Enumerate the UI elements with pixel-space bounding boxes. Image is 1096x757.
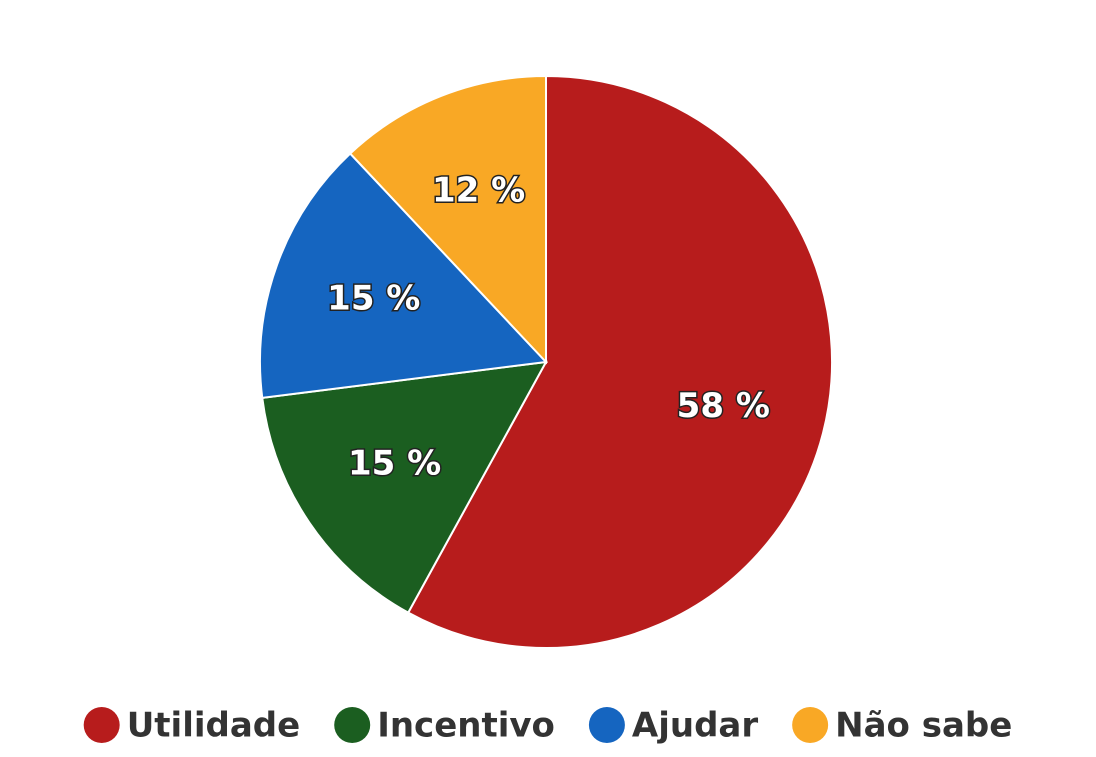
pie-slice	[406, 74, 833, 649]
pie-slice	[348, 74, 547, 365]
data-label: 12 %	[432, 170, 525, 210]
legend-label: Não sabe	[835, 706, 1012, 746]
legend-marker	[334, 707, 371, 743]
pie-slice	[261, 360, 548, 614]
data-label: 58 %	[677, 386, 770, 426]
legend-marker	[588, 707, 625, 743]
data-label: 15 %	[327, 278, 420, 318]
legend-label: Ajudar	[632, 706, 758, 746]
legend-marker	[792, 707, 829, 743]
legend-label: Incentivo	[377, 706, 555, 746]
legend-marker	[83, 707, 120, 743]
legend-label: Utilidade	[127, 706, 301, 746]
data-label: 15 %	[348, 443, 441, 483]
legend: Utilidade Incentivo Ajudar Não sabe	[83, 706, 1012, 746]
pie-slice	[259, 152, 549, 399]
